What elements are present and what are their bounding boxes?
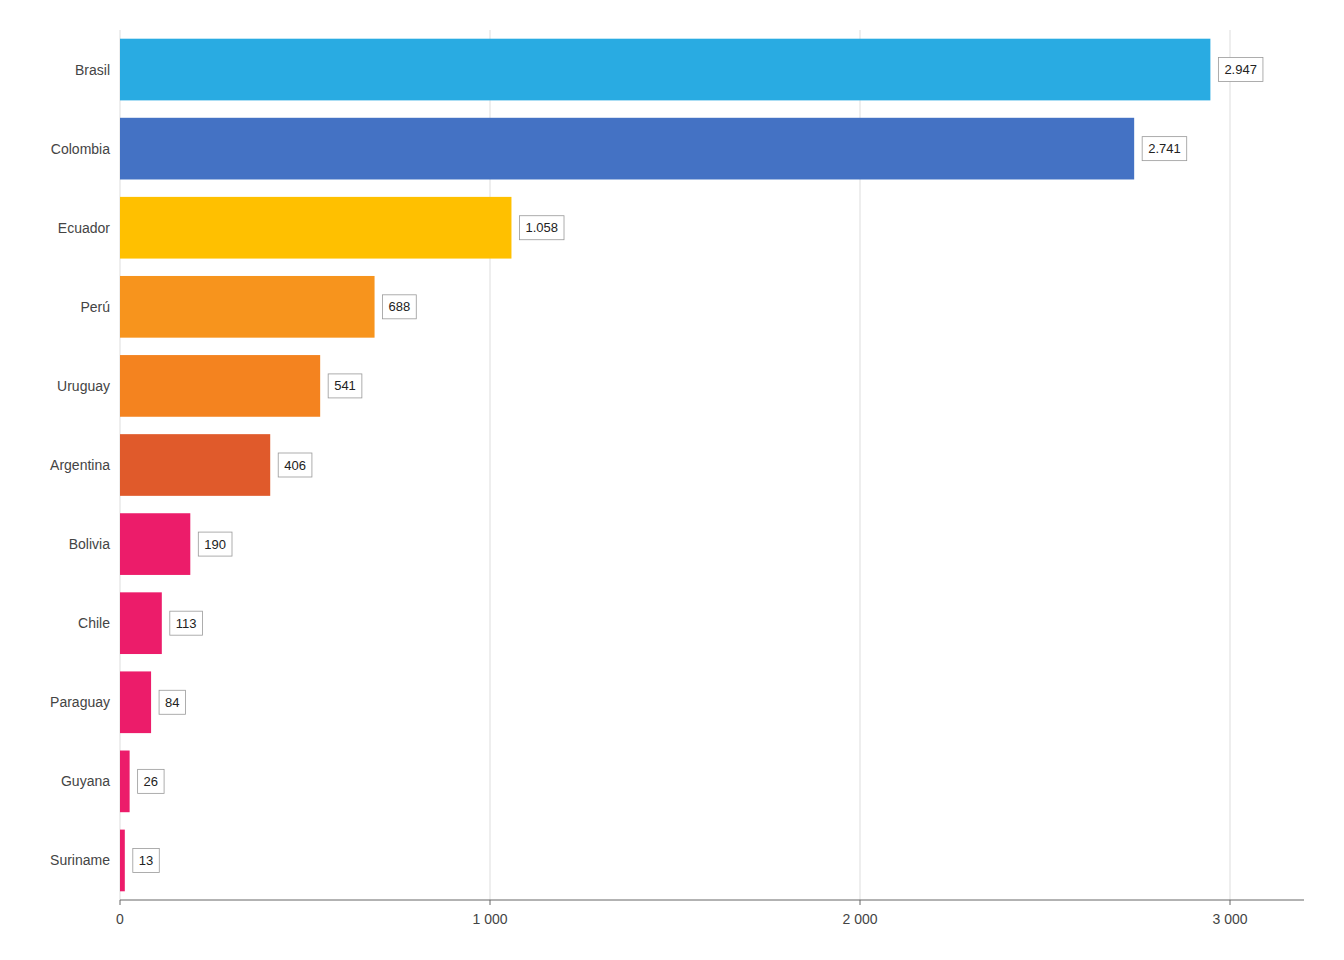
- category-label: Paraguay: [50, 694, 110, 710]
- data-label-group: 84: [159, 690, 185, 714]
- bar: [120, 197, 511, 259]
- bar: [120, 39, 1210, 101]
- category-label: Chile: [78, 615, 110, 631]
- bar: [120, 434, 270, 496]
- category-label: Colombia: [51, 141, 110, 157]
- data-label: 2.741: [1148, 141, 1181, 156]
- data-label-box: [138, 769, 164, 793]
- data-label: 541: [334, 378, 356, 393]
- category-label: Perú: [80, 299, 110, 315]
- grid-line: [1230, 30, 1231, 900]
- data-label-box: [328, 374, 362, 398]
- category-label: Argentina: [50, 457, 110, 473]
- bar: [120, 671, 151, 733]
- bar: [120, 118, 1134, 180]
- category-label: Suriname: [50, 852, 110, 868]
- data-label: 688: [389, 299, 411, 314]
- data-label: 190: [204, 537, 226, 552]
- bar: [120, 513, 190, 575]
- data-label-box: [1218, 58, 1263, 82]
- data-label-group: 113: [170, 611, 203, 635]
- data-label-group: 541: [328, 374, 362, 398]
- bars: [120, 39, 1210, 892]
- data-label: 26: [144, 774, 158, 789]
- category-label: Ecuador: [58, 220, 110, 236]
- data-label-group: 190: [198, 532, 232, 556]
- data-label-box: [519, 216, 564, 240]
- category-label: Guyana: [61, 773, 110, 789]
- bar: [120, 830, 125, 892]
- bar: [120, 276, 375, 338]
- tick-label: 3 000: [1212, 911, 1247, 927]
- category-label: Uruguay: [57, 378, 110, 394]
- data-label-box: [159, 690, 185, 714]
- x-axis: 0 1 000 2 000 3 000: [116, 900, 1304, 927]
- tick-mark: [1230, 900, 1231, 905]
- data-label-group: 688: [383, 295, 417, 319]
- tick-mark: [860, 900, 861, 905]
- tick-label: 0: [116, 911, 124, 927]
- data-label: 406: [284, 458, 306, 473]
- data-labels: 2.947 2.741 1.058 688 541 406 190 113 84 26 13: [133, 58, 1263, 873]
- chart-container: 0 1 000 2 000 3 000 2.947 2.741 1.058 688 541 406…: [0, 0, 1344, 960]
- data-label-group: 406: [278, 453, 312, 477]
- category-label: Bolivia: [69, 536, 110, 552]
- tick-label: 2 000: [842, 911, 877, 927]
- data-label-group: 2.947: [1218, 58, 1263, 82]
- data-label-box: [198, 532, 232, 556]
- grid: [120, 30, 1230, 900]
- data-label: 13: [139, 853, 153, 868]
- data-label-box: [1142, 137, 1187, 161]
- data-label-box: [170, 611, 203, 635]
- tick-mark: [490, 900, 491, 905]
- bar: [120, 751, 130, 813]
- tick-label: 1 000: [472, 911, 507, 927]
- bar: [120, 355, 320, 417]
- chart-svg: 0 1 000 2 000 3 000 2.947 2.741 1.058 688 541 406…: [0, 0, 1344, 960]
- axis-line: [120, 900, 1304, 901]
- data-label-group: 1.058: [519, 216, 564, 240]
- data-label: 2.947: [1224, 62, 1257, 77]
- data-label-box: [133, 848, 159, 872]
- tick-mark: [120, 900, 121, 905]
- category-label: Brasil: [75, 62, 110, 78]
- data-label-group: 26: [138, 769, 164, 793]
- data-label-box: [383, 295, 417, 319]
- data-label: 84: [165, 695, 179, 710]
- data-label-group: 13: [133, 848, 159, 872]
- data-label-box: [278, 453, 312, 477]
- data-label: 1.058: [525, 220, 558, 235]
- y-axis: Brasil Colombia Ecuador Perú Uruguay Argentin…: [50, 62, 110, 869]
- bar: [120, 592, 162, 654]
- data-label-group: 2.741: [1142, 137, 1187, 161]
- data-label: 113: [176, 616, 197, 631]
